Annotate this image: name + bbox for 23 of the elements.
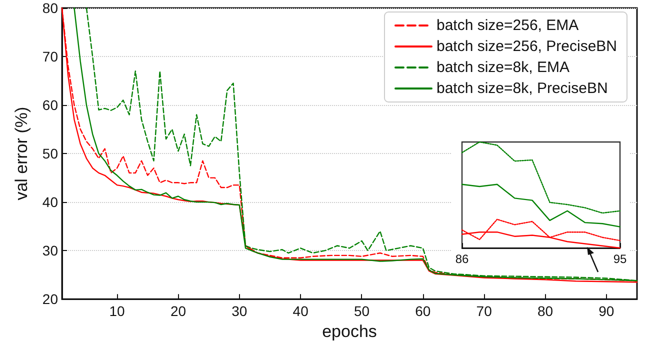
y-tick-label: 50 [42, 146, 58, 162]
x-tick-label: 30 [232, 303, 248, 320]
x-tick-label: 20 [170, 303, 186, 320]
y-tick-label: 80 [42, 0, 58, 16]
y-tick-label: 60 [42, 97, 58, 114]
x-tick-label: 60 [415, 303, 431, 320]
x-tick-label: 70 [476, 303, 492, 320]
y-tick-label: 20 [42, 291, 58, 308]
x-tick-label: 10 [109, 303, 126, 320]
legend-label: batch size=256, EMA [436, 17, 579, 34]
x-tick-label: 80 [537, 303, 554, 320]
legend-label: batch size=8k, PreciseBN [436, 80, 608, 97]
x-tick-label: 90 [598, 303, 614, 320]
x-tick-label: 40 [292, 303, 309, 320]
legend-label: batch size=256, PreciseBN [436, 38, 618, 55]
x-tick-label: 86 [455, 252, 469, 266]
y-tick-label: 40 [42, 194, 58, 210]
y-axis-title: val error (%) [12, 106, 31, 200]
x-tick-label: 50 [354, 303, 370, 320]
x-axis-title: epochs [322, 322, 377, 341]
x-tick-label: 95 [613, 252, 627, 266]
y-tick-label: 70 [42, 48, 58, 65]
legend-label: batch size=8k, EMA [436, 59, 570, 76]
